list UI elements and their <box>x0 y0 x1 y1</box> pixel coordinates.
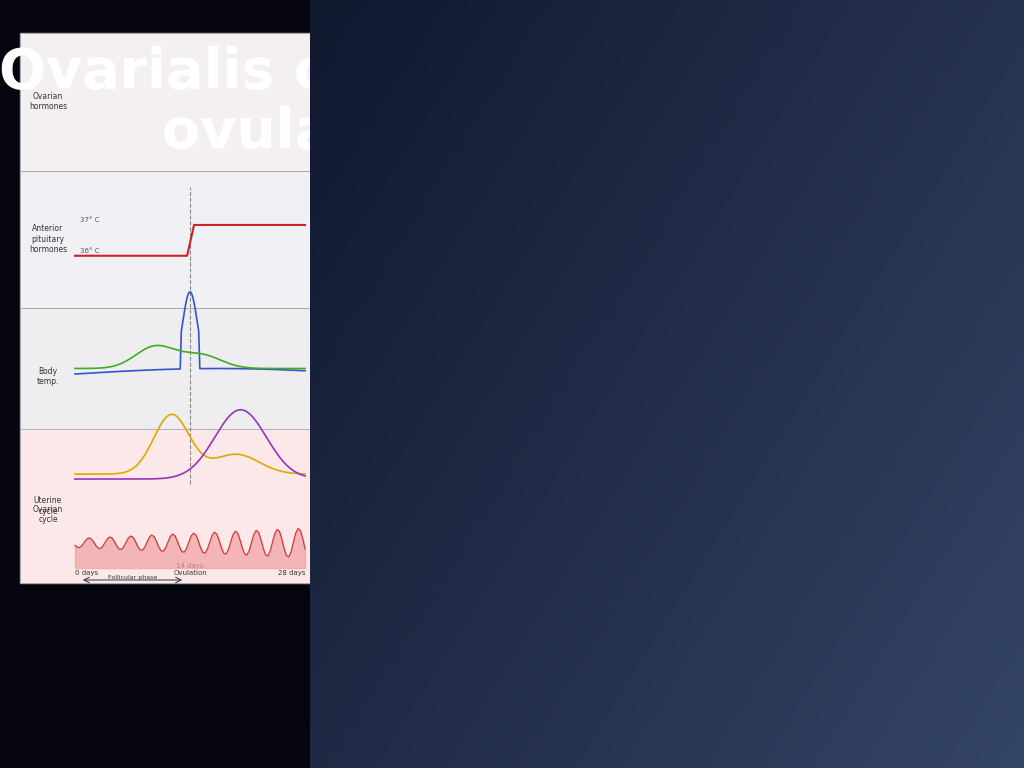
Text: 37° C: 37° C <box>80 217 99 223</box>
Text: hormonszint fluktuáló-
endometrium ingadozó
hormonhatásnak van kitéve
(proliferá: hormonszint fluktuáló- endometrium ingad… <box>342 161 711 305</box>
Text: Follicular phase: Follicular phase <box>108 575 157 580</box>
Text: Ovarialis ciklus: folliculogenesis,: Ovarialis ciklus: folliculogenesis, <box>0 46 1024 100</box>
FancyBboxPatch shape <box>20 308 310 445</box>
Text: Ovarian
hormones: Ovarian hormones <box>29 92 67 111</box>
Text: Body
temp.: Body temp. <box>37 367 59 386</box>
FancyBboxPatch shape <box>20 33 310 170</box>
FancyBboxPatch shape <box>20 33 310 583</box>
Text: 28 days: 28 days <box>278 570 305 576</box>
Text: ösztrogén meghaladja a
hypohysis küszöbértékét
poz.feedback FSH,LH
lökésszerű ki: ösztrogén meghaladja a hypohysis küszöbé… <box>342 337 745 479</box>
Text: 36° C: 36° C <box>80 248 99 253</box>
Text: tüszőrepedés—sárgatest—
progeszteron—endometr.
Szekréciós átlalakulás—embrió
bef: tüszőrepedés—sárgatest— progeszteron—end… <box>342 522 742 664</box>
Text: Anterior
pituitary
hormones: Anterior pituitary hormones <box>29 224 67 254</box>
FancyBboxPatch shape <box>20 429 310 583</box>
FancyBboxPatch shape <box>20 445 310 583</box>
Text: ovulacio, luteogenesis: ovulacio, luteogenesis <box>162 106 862 160</box>
Text: Uterine
cycle: Uterine cycle <box>34 496 62 515</box>
Text: 0 days: 0 days <box>75 570 98 576</box>
Text: Ovarian
cycle: Ovarian cycle <box>33 505 63 524</box>
Text: 14 days
Ovulation: 14 days Ovulation <box>173 563 207 576</box>
FancyBboxPatch shape <box>20 170 310 308</box>
